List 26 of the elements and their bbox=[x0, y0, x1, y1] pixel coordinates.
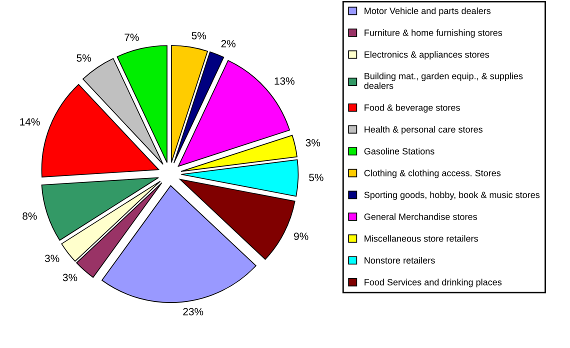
legend-label: Electronics & appliances stores bbox=[364, 51, 490, 60]
data-label: 9% bbox=[294, 232, 308, 240]
data-label: 5% bbox=[192, 32, 206, 40]
legend-label: General Merchandise stores bbox=[364, 213, 477, 220]
data-label: 3% bbox=[44, 254, 60, 262]
data-label: 13% bbox=[274, 77, 294, 85]
legend-label: Furniture & home furnishing stores bbox=[364, 29, 502, 38]
data-label: 14% bbox=[20, 118, 40, 126]
data-label: 3% bbox=[306, 139, 320, 146]
data-label: 23% bbox=[183, 308, 204, 316]
data-label: 5% bbox=[309, 174, 324, 182]
data-label: 7% bbox=[124, 34, 139, 41]
legend-label: Food & beverage stores bbox=[364, 104, 460, 113]
legend-label: Motor Vehicle and parts dealers bbox=[364, 7, 491, 16]
data-label: 3% bbox=[62, 274, 78, 282]
data-label: 5% bbox=[76, 54, 91, 62]
legend-label: Building mat., garden equip., & supplies dealers bbox=[364, 72, 523, 89]
legend-label: Food Services and drinking places bbox=[364, 278, 502, 288]
legend-label: Sporting goods, hobby, book & music stores bbox=[364, 191, 540, 200]
legend-label: Nonstore retailers bbox=[364, 256, 435, 264]
legend-label: Clothing & clothing access. Stores bbox=[364, 170, 501, 178]
data-label: 8% bbox=[22, 212, 37, 220]
legend-label: Gasoline Stations bbox=[364, 148, 434, 154]
data-label: 2% bbox=[221, 40, 236, 48]
legend-label: Health & personal care stores bbox=[364, 126, 483, 134]
legend-label: Miscellaneous store retailers bbox=[364, 235, 478, 242]
